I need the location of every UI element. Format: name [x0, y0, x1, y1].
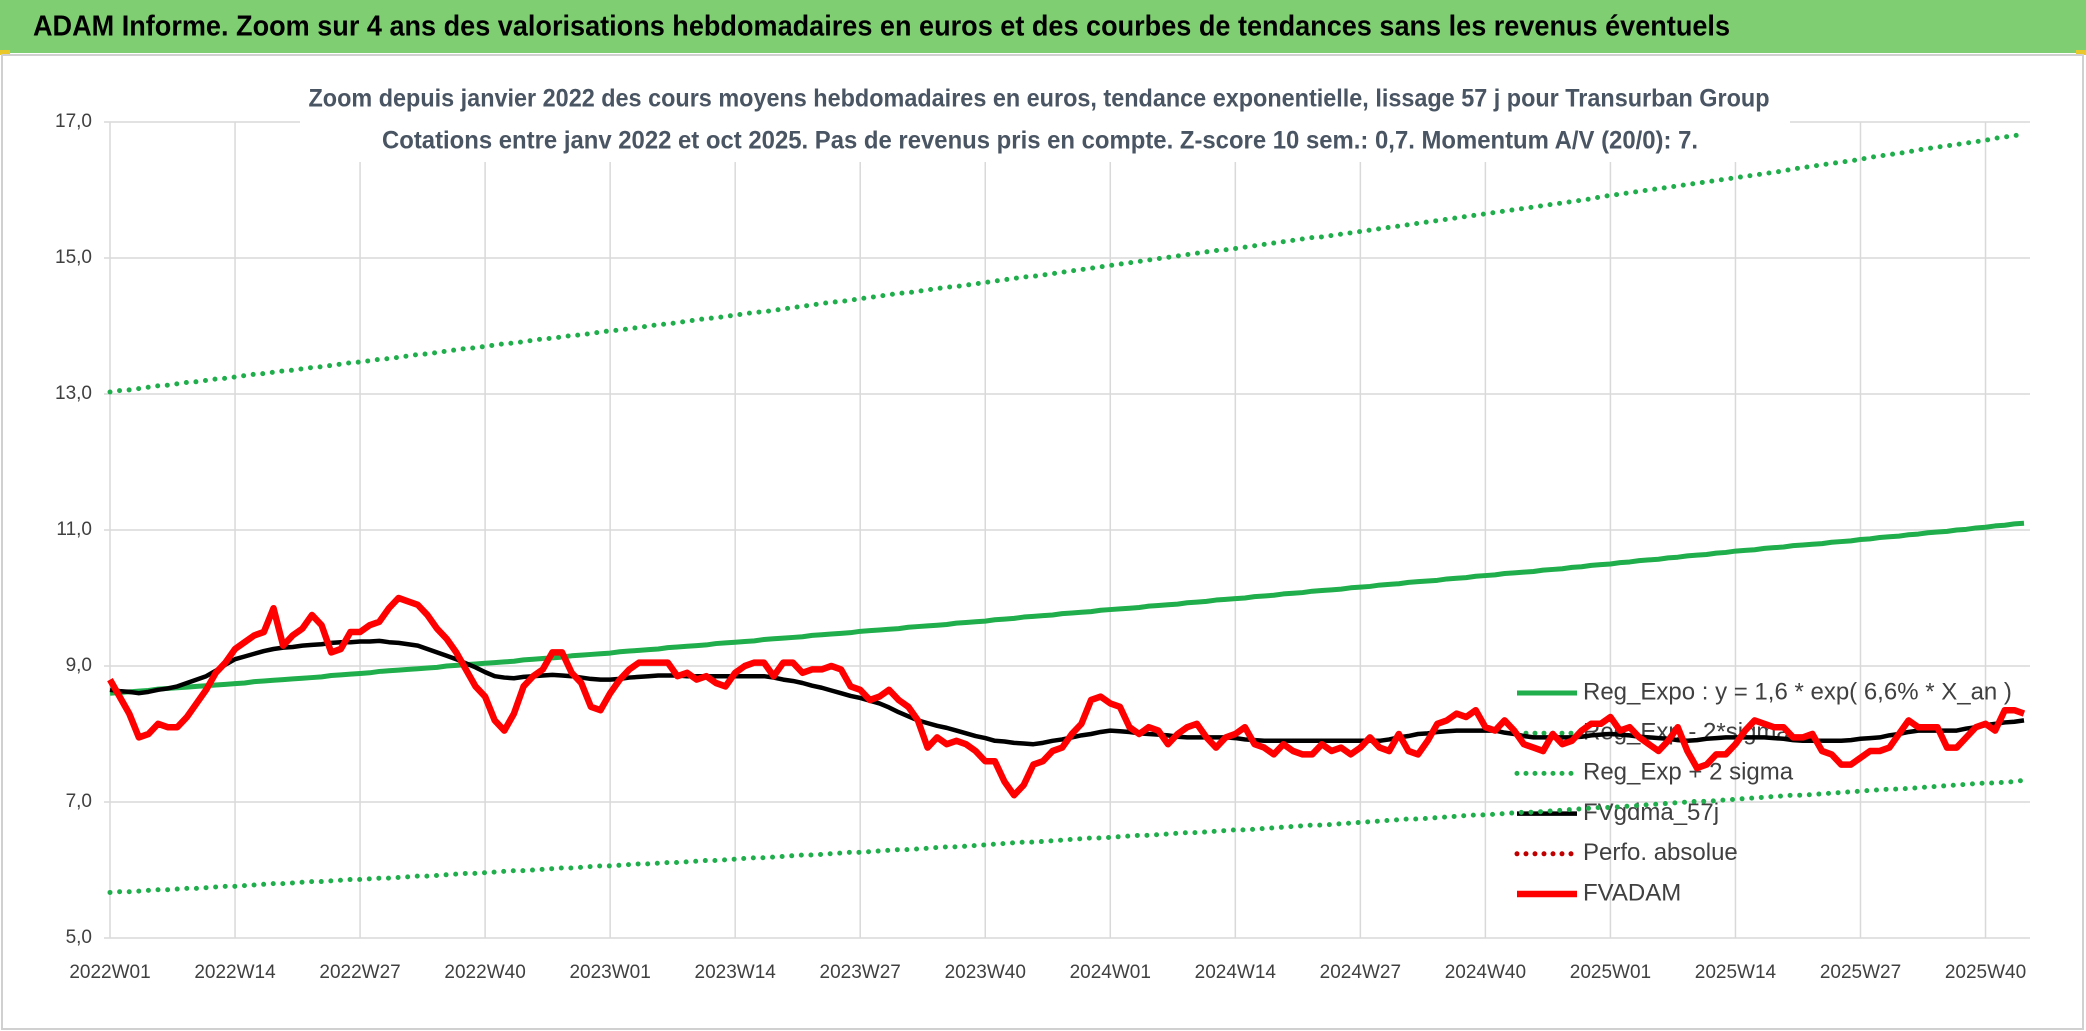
x-tick-label: 2025W14 — [1695, 962, 1777, 983]
chart-frame — [1, 54, 2084, 1030]
y-tick-label: 15,0 — [55, 247, 92, 268]
chart-subtitle: Cotations entre janv 2022 et oct 2025. P… — [382, 127, 1698, 155]
x-tick-label: 2025W40 — [1945, 962, 2026, 983]
x-tick-label: 2023W01 — [569, 962, 650, 983]
plot-lines — [107, 131, 2027, 895]
series-line — [107, 777, 2027, 895]
y-tick-label: 17,0 — [55, 111, 92, 132]
x-tick-label: 2023W27 — [820, 962, 901, 983]
x-tick-label: 2023W14 — [695, 962, 777, 983]
title-backdrop — [300, 80, 1790, 162]
y-tick-label: 5,0 — [66, 927, 92, 948]
corner-mark — [0, 50, 10, 55]
x-tick-label: 2024W01 — [1070, 962, 1151, 983]
legend-label: FVgdma_57j — [1583, 799, 1719, 826]
x-tick-label: 2023W40 — [945, 962, 1026, 983]
page-title: ADAM Informe. Zoom sur 4 ans des valoris… — [33, 11, 1730, 43]
x-tick-label: 2024W27 — [1320, 962, 1401, 983]
x-tick-label: 2024W40 — [1445, 962, 1526, 983]
legend-label: FVADAM — [1583, 879, 1681, 906]
legend-label: Perfo. absolue — [1583, 839, 1738, 866]
x-tick-label: 2025W27 — [1820, 962, 1901, 983]
series-line — [109, 520, 2025, 696]
y-tick-label: 11,0 — [56, 519, 92, 540]
y-tick-label: 13,0 — [55, 383, 92, 404]
x-tick-label: 2022W01 — [69, 962, 150, 983]
chart-title: Zoom depuis janvier 2022 des cours moyen… — [309, 85, 1770, 113]
y-tick-label: 9,0 — [66, 655, 92, 676]
x-tick-label: 2022W14 — [194, 962, 276, 983]
x-tick-label: 2025W01 — [1570, 962, 1651, 983]
header-bar — [0, 0, 2086, 53]
legend-label: Reg_Exp + 2 sigma — [1583, 759, 1794, 786]
legend-label: Reg_Expo : y = 1,6 * exp( 6,6% * X_an ) — [1583, 678, 2012, 705]
corner-mark — [2076, 50, 2086, 55]
series-line — [107, 594, 2026, 799]
x-tick-label: 2024W14 — [1195, 962, 1277, 983]
x-tick-label: 2022W27 — [319, 962, 400, 983]
x-tick-label: 2022W40 — [444, 962, 525, 983]
y-tick-label: 7,0 — [66, 791, 92, 812]
